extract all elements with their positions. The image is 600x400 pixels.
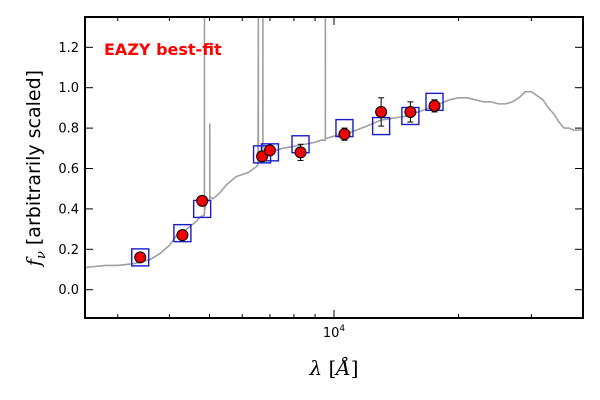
y-tick-label: 1.2 <box>58 41 79 56</box>
y-tick-label: 0.2 <box>58 243 79 258</box>
y-tick-label: 0.8 <box>58 122 79 137</box>
obs-point <box>196 194 209 207</box>
annotation-label: EAZY best-fit <box>104 40 222 59</box>
obs-point <box>404 105 417 118</box>
plot-frame <box>84 16 584 319</box>
obs-point <box>294 146 307 159</box>
obs-point <box>428 99 441 112</box>
y-tick-labels: 0.0 0.2 0.4 0.6 0.8 1.0 1.2 <box>58 41 79 298</box>
svg-text:λ [Å]: λ [Å] <box>308 355 358 380</box>
obs-point <box>338 128 351 141</box>
obs-point <box>263 144 276 157</box>
y-tick-label: 1.0 <box>58 81 79 96</box>
obs-point <box>375 105 388 118</box>
svg-text:fν [arbitrarily scaled]: fν [arbitrarily scaled] <box>23 70 49 268</box>
x-axis-label: λ [Å] <box>308 355 358 380</box>
sed-line <box>85 17 583 269</box>
y-tick-label: 0.0 <box>58 283 79 298</box>
plot-area <box>85 17 583 269</box>
obs-point <box>176 229 189 242</box>
model-square <box>173 223 192 243</box>
y-tick-label: 0.4 <box>58 202 79 217</box>
model-square <box>131 248 150 267</box>
obs-point <box>134 251 147 264</box>
x-tick-label: 104 <box>323 324 346 341</box>
x-tick-labels: 104 <box>323 324 346 341</box>
y-axis-label: fν [arbitrarily scaled] <box>23 70 49 268</box>
obs-point <box>256 150 269 163</box>
y-tick-label: 0.6 <box>58 162 79 177</box>
